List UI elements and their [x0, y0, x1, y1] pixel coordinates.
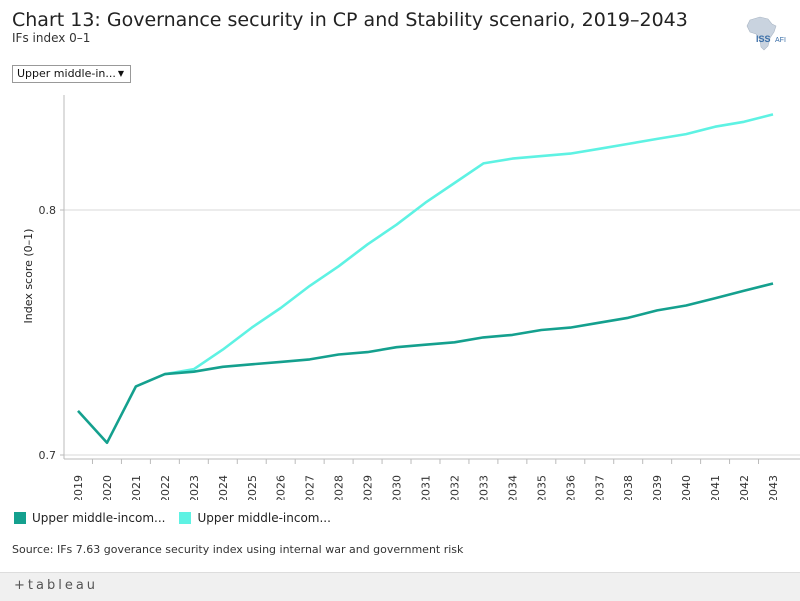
- x-tick-label: 2038: [622, 475, 635, 500]
- chevron-down-icon: ▼: [117, 69, 124, 78]
- x-tick-label: 2021: [130, 475, 143, 500]
- x-tick-label: 2032: [448, 475, 461, 500]
- x-tick-label: 2024: [217, 475, 230, 500]
- chart-subtitle: IFs index 0–1: [12, 31, 91, 45]
- x-tick-label: 2033: [477, 475, 490, 500]
- x-tick-label: 2037: [593, 475, 606, 500]
- logo-text: ISS: [756, 34, 771, 44]
- x-tick-label: 2029: [362, 475, 375, 500]
- tableau-logo[interactable]: +tableau: [14, 578, 99, 593]
- legend-label: Upper middle-incom...: [197, 511, 331, 525]
- legend: Upper middle-incom... Upper middle-incom…: [14, 511, 331, 525]
- x-tick-label: 2023: [188, 475, 201, 500]
- y-axis-label: Index score (0–1): [22, 229, 35, 324]
- x-tick-label: 2042: [738, 475, 751, 500]
- line-chart: 0.7 0.8 2019 2020 2021 2022 2023 2024 2025 2026 2…: [22, 95, 800, 500]
- x-tick-label: 2034: [506, 475, 519, 500]
- x-tick-label: 2040: [680, 475, 693, 500]
- legend-swatch: [14, 512, 26, 524]
- x-tick-label: 2022: [159, 475, 172, 500]
- legend-item-stability[interactable]: Upper middle-incom...: [179, 511, 331, 525]
- x-tick-label: 2036: [564, 475, 577, 500]
- x-tick-label: 2019: [72, 475, 85, 500]
- x-tick-label: 2028: [333, 475, 346, 500]
- legend-swatch: [179, 512, 192, 524]
- logo-text-2: AFI: [775, 37, 786, 44]
- legend-item-cp[interactable]: Upper middle-incom...: [14, 511, 165, 525]
- x-tick-label: 2031: [420, 475, 433, 500]
- x-tick-label: 2025: [246, 475, 259, 500]
- x-tick-label: 2041: [709, 475, 722, 500]
- legend-label: Upper middle-incom...: [32, 511, 166, 525]
- x-tick-label: 2030: [391, 475, 404, 500]
- tableau-footer: +tableau: [0, 572, 800, 601]
- chart-title: Chart 13: Governance security in CP and …: [12, 9, 688, 31]
- source-note: Source: IFs 7.63 goverance security inde…: [12, 543, 464, 556]
- region-filter-dropdown[interactable]: Upper middle-in... ▼: [12, 65, 131, 83]
- x-tick-label: 2043: [767, 475, 780, 500]
- x-tick-label: 2039: [651, 475, 664, 500]
- y-tick-label: 0.8: [39, 204, 57, 217]
- x-tick-label: 2027: [304, 475, 317, 500]
- x-tick-label: 2026: [275, 475, 288, 500]
- series-line-stability: [164, 113, 774, 376]
- iss-africa-logo: ISS AFI: [742, 14, 792, 54]
- y-tick-label: 0.7: [39, 449, 57, 462]
- x-tick-label: 2020: [101, 475, 114, 500]
- dropdown-selected-value: Upper middle-in...: [17, 67, 116, 80]
- series-line-cp: [77, 282, 774, 445]
- x-tick-label: 2035: [535, 475, 548, 500]
